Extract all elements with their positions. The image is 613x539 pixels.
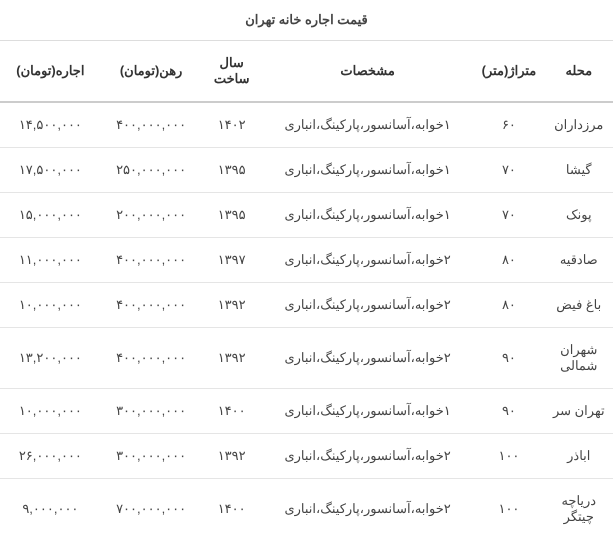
cell-area: ۷۰ bbox=[473, 148, 544, 193]
col-header-features: مشخصات bbox=[262, 41, 473, 103]
cell-features: ۲خوابه،آسانسور،پارکینگ،انباری bbox=[262, 283, 473, 328]
table-row: مرزداران۶۰۱خوابه،آسانسور،پارکینگ،انباری۱… bbox=[0, 102, 613, 148]
table-row: صادقیه۸۰۲خوابه،آسانسور،پارکینگ،انباری۱۳۹… bbox=[0, 238, 613, 283]
cell-rent: ۱۴,۵۰۰,۰۰۰ bbox=[0, 102, 101, 148]
cell-rent: ۱۳,۲۰۰,۰۰۰ bbox=[0, 328, 101, 389]
table-title: قیمت اجاره خانه تهران bbox=[0, 0, 613, 41]
cell-neighborhood: باغ فیض bbox=[545, 283, 613, 328]
cell-rent: ۱۰,۰۰۰,۰۰۰ bbox=[0, 389, 101, 434]
cell-year: ۱۴۰۰ bbox=[201, 479, 261, 539]
cell-rent: ۱۵,۰۰۰,۰۰۰ bbox=[0, 193, 101, 238]
cell-area: ۸۰ bbox=[473, 283, 544, 328]
table-body: مرزداران۶۰۱خوابه،آسانسور،پارکینگ،انباری۱… bbox=[0, 102, 613, 539]
cell-features: ۱خوابه،آسانسور،پارکینگ،انباری bbox=[262, 102, 473, 148]
cell-features: ۱خوابه،آسانسور،پارکینگ،انباری bbox=[262, 389, 473, 434]
cell-year: ۱۳۹۵ bbox=[201, 193, 261, 238]
cell-area: ۱۰۰ bbox=[473, 479, 544, 539]
cell-deposit: ۴۰۰,۰۰۰,۰۰۰ bbox=[101, 328, 202, 389]
cell-area: ۱۰۰ bbox=[473, 434, 544, 479]
cell-area: ۸۰ bbox=[473, 238, 544, 283]
cell-neighborhood: مرزداران bbox=[545, 102, 613, 148]
cell-neighborhood: پونک bbox=[545, 193, 613, 238]
col-header-rent: اجاره(تومان) bbox=[0, 41, 101, 103]
cell-area: ۶۰ bbox=[473, 102, 544, 148]
cell-year: ۱۳۹۲ bbox=[201, 434, 261, 479]
cell-neighborhood: صادقیه bbox=[545, 238, 613, 283]
cell-features: ۲خوابه،آسانسور،پارکینگ،انباری bbox=[262, 479, 473, 539]
table-row: باغ فیض۸۰۲خوابه،آسانسور،پارکینگ،انباری۱۳… bbox=[0, 283, 613, 328]
table-row: پونک۷۰۱خوابه،آسانسور،پارکینگ،انباری۱۳۹۵۲… bbox=[0, 193, 613, 238]
cell-deposit: ۲۵۰,۰۰۰,۰۰۰ bbox=[101, 148, 202, 193]
cell-area: ۷۰ bbox=[473, 193, 544, 238]
cell-neighborhood: شهران شمالی bbox=[545, 328, 613, 389]
cell-deposit: ۲۰۰,۰۰۰,۰۰۰ bbox=[101, 193, 202, 238]
cell-year: ۱۳۹۲ bbox=[201, 283, 261, 328]
cell-features: ۲خوابه،آسانسور،پارکینگ،انباری bbox=[262, 238, 473, 283]
cell-features: ۲خوابه،آسانسور،پارکینگ،انباری bbox=[262, 434, 473, 479]
cell-rent: ۱۷,۵۰۰,۰۰۰ bbox=[0, 148, 101, 193]
cell-neighborhood: دریاچه چیتگر bbox=[545, 479, 613, 539]
cell-area: ۹۰ bbox=[473, 328, 544, 389]
cell-rent: ۱۱,۰۰۰,۰۰۰ bbox=[0, 238, 101, 283]
title-row: قیمت اجاره خانه تهران bbox=[0, 0, 613, 41]
table-row: تهران سر۹۰۱خوابه،آسانسور،پارکینگ،انباری۱… bbox=[0, 389, 613, 434]
col-header-area: متراژ(متر) bbox=[473, 41, 544, 103]
table-row: گیشا۷۰۱خوابه،آسانسور،پارکینگ،انباری۱۳۹۵۲… bbox=[0, 148, 613, 193]
cell-features: ۲خوابه،آسانسور،پارکینگ،انباری bbox=[262, 328, 473, 389]
table-row: شهران شمالی۹۰۲خوابه،آسانسور،پارکینگ،انبا… bbox=[0, 328, 613, 389]
cell-rent: ۱۰,۰۰۰,۰۰۰ bbox=[0, 283, 101, 328]
col-header-deposit: رهن(تومان) bbox=[101, 41, 202, 103]
cell-year: ۱۳۹۵ bbox=[201, 148, 261, 193]
header-row: محله متراژ(متر) مشخصات سال ساخت رهن(توما… bbox=[0, 41, 613, 103]
cell-year: ۱۴۰۰ bbox=[201, 389, 261, 434]
cell-deposit: ۳۰۰,۰۰۰,۰۰۰ bbox=[101, 434, 202, 479]
cell-neighborhood: اباذر bbox=[545, 434, 613, 479]
cell-deposit: ۷۰۰,۰۰۰,۰۰۰ bbox=[101, 479, 202, 539]
cell-year: ۱۳۹۲ bbox=[201, 328, 261, 389]
cell-neighborhood: گیشا bbox=[545, 148, 613, 193]
cell-features: ۱خوابه،آسانسور،پارکینگ،انباری bbox=[262, 193, 473, 238]
rent-price-table: قیمت اجاره خانه تهران محله متراژ(متر) مش… bbox=[0, 0, 613, 539]
cell-neighborhood: تهران سر bbox=[545, 389, 613, 434]
cell-year: ۱۴۰۲ bbox=[201, 102, 261, 148]
table-container: قیمت اجاره خانه تهران محله متراژ(متر) مش… bbox=[0, 0, 613, 539]
col-header-neighborhood: محله bbox=[545, 41, 613, 103]
cell-rent: ۲۶,۰۰۰,۰۰۰ bbox=[0, 434, 101, 479]
cell-deposit: ۴۰۰,۰۰۰,۰۰۰ bbox=[101, 238, 202, 283]
table-row: اباذر۱۰۰۲خوابه،آسانسور،پارکینگ،انباری۱۳۹… bbox=[0, 434, 613, 479]
cell-features: ۱خوابه،آسانسور،پارکینگ،انباری bbox=[262, 148, 473, 193]
col-header-year: سال ساخت bbox=[201, 41, 261, 103]
cell-area: ۹۰ bbox=[473, 389, 544, 434]
cell-year: ۱۳۹۷ bbox=[201, 238, 261, 283]
cell-deposit: ۳۰۰,۰۰۰,۰۰۰ bbox=[101, 389, 202, 434]
cell-deposit: ۴۰۰,۰۰۰,۰۰۰ bbox=[101, 283, 202, 328]
cell-deposit: ۴۰۰,۰۰۰,۰۰۰ bbox=[101, 102, 202, 148]
table-row: دریاچه چیتگر۱۰۰۲خوابه،آسانسور،پارکینگ،ان… bbox=[0, 479, 613, 539]
cell-rent: ۹,۰۰۰,۰۰۰ bbox=[0, 479, 101, 539]
